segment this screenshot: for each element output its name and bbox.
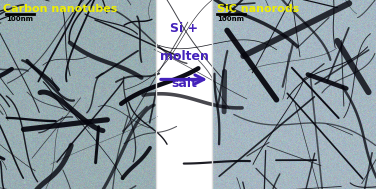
Text: SiC nanorods: SiC nanorods bbox=[217, 4, 299, 14]
Text: Si +: Si + bbox=[170, 22, 198, 35]
Text: 100nm: 100nm bbox=[217, 16, 244, 22]
Text: 100nm: 100nm bbox=[6, 16, 33, 22]
Text: salt: salt bbox=[171, 77, 197, 90]
Text: Carbon nanotubes: Carbon nanotubes bbox=[3, 4, 117, 14]
Text: molten: molten bbox=[159, 50, 208, 63]
